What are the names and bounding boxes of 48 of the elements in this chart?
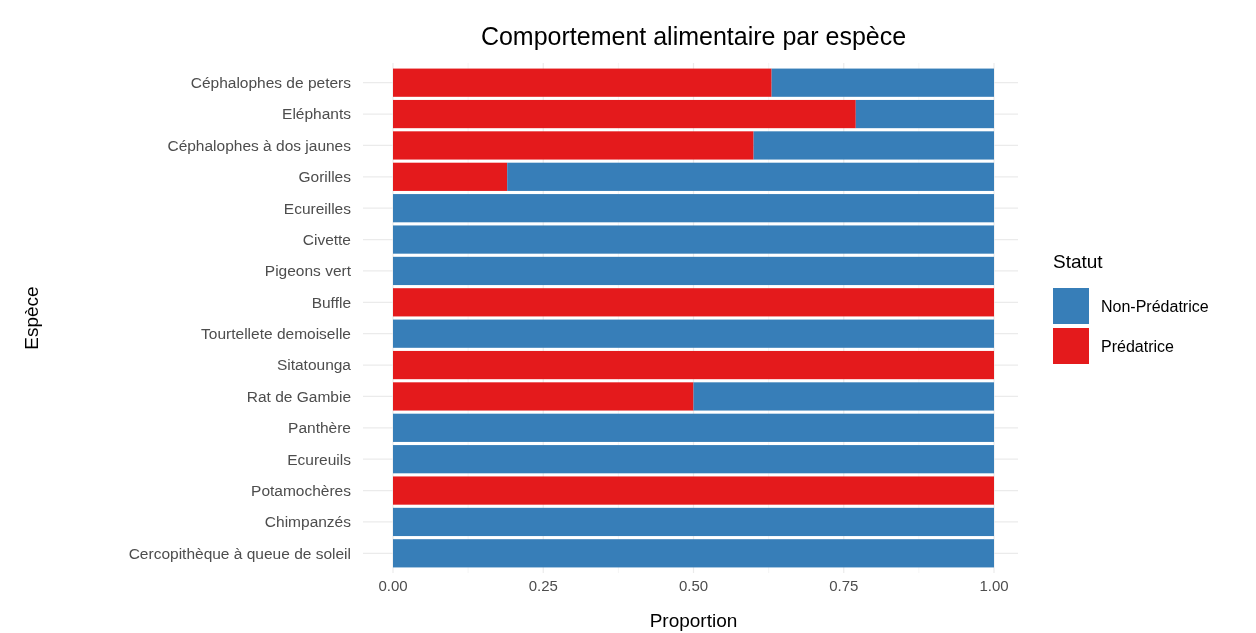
bar [393,256,994,286]
bar [393,288,994,317]
bar [693,382,994,411]
x-tick-label: 0.25 [528,577,558,594]
x-tick-label: 0.50 [678,577,709,594]
y-tick-label: Panthère [288,419,351,437]
legend-title: Statut [1053,251,1104,272]
bar [393,539,994,568]
x-tick-label: 1.00 [979,577,1009,594]
bar [393,225,994,254]
y-tick-label: Eléphants [282,105,352,123]
bar [507,162,994,191]
y-tick-label: Sitatounga [276,356,352,374]
bar [393,162,508,191]
bar [393,476,994,505]
y-tick-label: Potamochères [251,481,352,499]
bar [393,350,994,380]
bar [393,131,754,160]
chart-title: Comportement alimentaire par espèce [480,22,907,50]
legend-label: Non-Prédatrice [1101,297,1209,315]
bar [393,319,994,348]
legend-label: Prédatrice [1101,337,1175,355]
y-tick-label: Chimpanzés [264,513,352,531]
y-tick-label: Ecureilles [283,199,352,217]
y-tick-label: Céphalophes à dos jaunes [167,136,352,154]
bar [393,194,994,223]
bar [393,507,994,537]
bar [393,68,772,97]
y-tick-label: Rat de Gambie [246,387,351,405]
bar [393,413,994,442]
y-tick-label: Pigeons vert [264,262,352,280]
x-axis-title: Proportion [649,610,738,631]
bar [393,382,694,411]
x-tick-label: 0.75 [829,577,859,594]
bar [393,445,994,474]
bar [393,99,856,129]
y-tick-label: Ecureuils [287,450,352,468]
y-axis-title: Espèce [21,286,42,350]
y-tick-label: Buffle [311,293,351,311]
y-tick-label: Cercopithèque à queue de soleil [128,544,351,562]
x-tick-label: 0.00 [378,577,408,594]
bar [771,68,994,97]
y-tick-label: Céphalophes de peters [190,74,352,92]
y-tick-label: Civette [302,230,351,248]
y-tick-label: Tourtellete demoiselle [201,325,351,343]
bar [855,99,994,129]
bar [753,131,994,160]
y-tick-label: Gorilles [298,168,352,186]
